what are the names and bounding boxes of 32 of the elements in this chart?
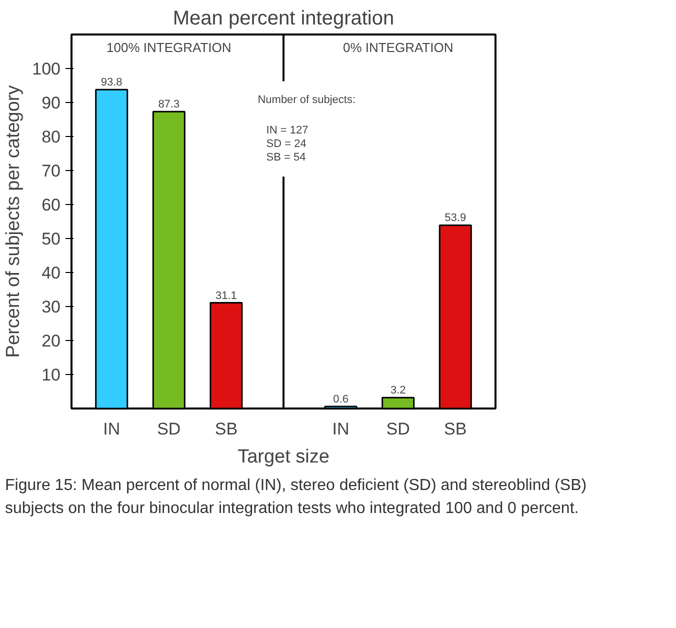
y-tick-label: 40 <box>42 264 61 282</box>
y-tick-label: 30 <box>42 298 61 316</box>
annotation: IN = 127 <box>266 124 308 136</box>
y-tick-label: 50 <box>42 230 61 248</box>
annotation: SB = 54 <box>266 152 306 164</box>
y-tick-label: 90 <box>42 94 61 112</box>
y-tick-label: 10 <box>42 366 61 384</box>
y-tick-label: 70 <box>42 162 61 180</box>
annotation: 100% INTEGRATION <box>106 40 232 55</box>
y-tick-label: 60 <box>42 196 61 214</box>
data-label: 3.2 <box>390 384 406 397</box>
data-label: 87.3 <box>158 98 180 111</box>
x-tick-label: SB <box>214 420 238 438</box>
x-axis-title: Target size <box>238 446 330 468</box>
x-tick-label: SB <box>444 420 467 438</box>
annotation: SD = 24 <box>266 138 306 150</box>
data-label: 53.9 <box>444 212 466 224</box>
x-tick-label: SD <box>157 420 181 438</box>
x-tick-label: SD <box>386 420 410 438</box>
data-label: 0.6 <box>333 393 348 406</box>
y-tick-label: 80 <box>42 128 61 146</box>
y-tick-label: 100 <box>32 60 61 78</box>
annotation: Number of subjects: <box>258 94 356 106</box>
y-tick-label: 20 <box>42 332 61 350</box>
data-label: 93.8 <box>100 76 122 89</box>
chart-title: Mean percent integration <box>172 8 394 30</box>
x-tick-label: IN <box>332 420 350 438</box>
caption: Figure 15: Mean percent of normal (IN), stereo deficient (SD) and stereoblind (SB) subjects on the four binocular integration tests who integrated 100 and 0 percent. <box>5 476 588 519</box>
y-axis-title: Percent of subjects per category <box>3 84 24 358</box>
x-tick-label: IN <box>103 420 120 438</box>
data-label: 31.1 <box>216 290 237 302</box>
annotation: 0% INTEGRATION <box>342 40 454 55</box>
